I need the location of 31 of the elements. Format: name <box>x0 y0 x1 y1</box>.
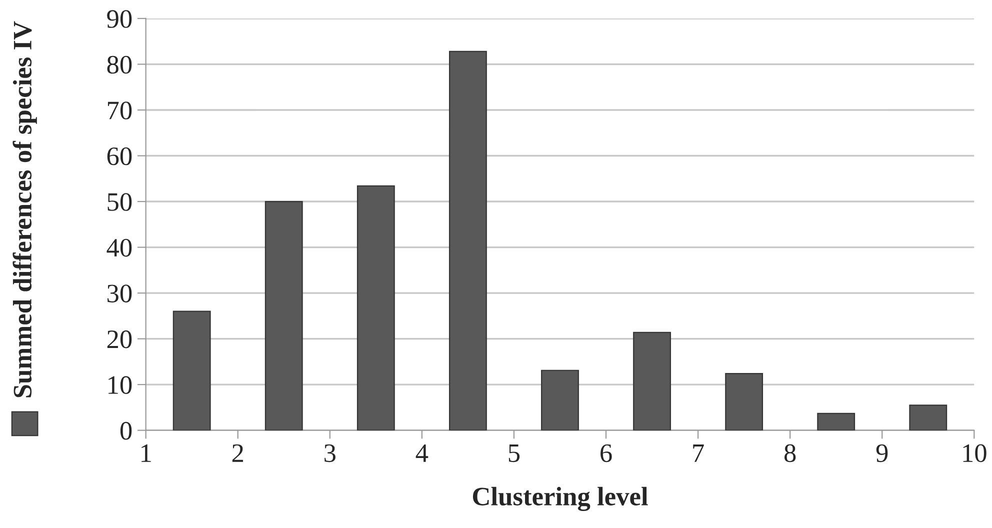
x-tick-label: 7 <box>693 444 704 462</box>
bar <box>633 332 671 430</box>
x-tick-label: 10 <box>963 444 986 462</box>
x-tick-label: 8 <box>784 444 796 462</box>
y-tick-label: 40 <box>106 238 132 257</box>
y-tick-label: 90 <box>107 10 132 28</box>
bar <box>264 200 303 430</box>
y-tick-label: 70 <box>108 102 132 120</box>
bar <box>725 373 764 430</box>
y-tick-label: 20 <box>107 330 132 348</box>
bar <box>909 404 948 430</box>
text: Summed differences of species IV <box>12 21 37 398</box>
bar <box>817 412 856 430</box>
x-tick-label: 3 <box>324 444 336 462</box>
bar <box>356 185 395 430</box>
y-tick-label: 30 <box>108 284 132 302</box>
x-tick-label: 4 <box>416 444 428 462</box>
y-tick-label: 60 <box>107 147 132 166</box>
x-axis-title: Clustering level <box>472 486 648 512</box>
x-tick-label: 9 <box>876 444 888 462</box>
y-tick-label: 80 <box>107 56 132 74</box>
x-tick-label: 2 <box>232 444 243 462</box>
x-tick-label: 5 <box>508 444 520 462</box>
x-tick-label: 6 <box>600 444 612 462</box>
bar <box>541 370 579 430</box>
y-tick-label: 50 <box>108 193 132 211</box>
bar <box>448 50 487 430</box>
x-tick-label: 1 <box>142 444 151 462</box>
y-tick-label: 0 <box>120 422 132 440</box>
bar <box>172 310 211 430</box>
y-tick-label: 10 <box>108 376 132 394</box>
